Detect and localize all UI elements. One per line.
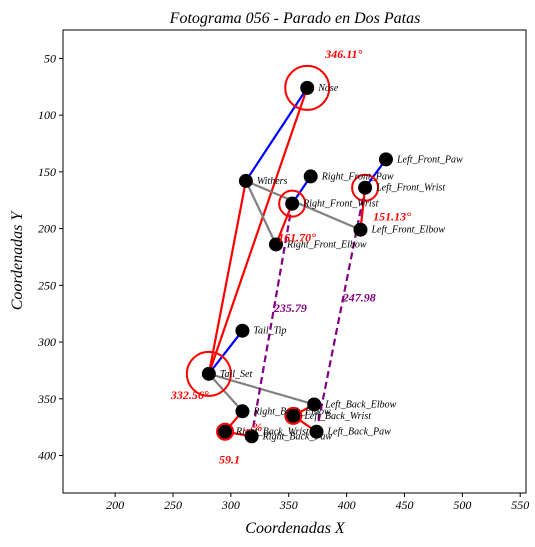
keypoint-marker (285, 196, 300, 211)
keypoint-label: Left_Back_Wrist (303, 411, 371, 422)
keypoint-marker (358, 180, 373, 195)
keypoint-marker (300, 80, 315, 95)
skeleton-segment (244, 179, 362, 231)
keypoint-label: Left_Back_Paw (326, 427, 391, 438)
keypoint-label: Right_Back_Wrist (235, 427, 309, 438)
y-tick-label: 150 (38, 165, 56, 179)
axis-ticks: 200 250 300 350 400 450 500 550 50 100 150 200 250 30… (37, 51, 529, 512)
angle-label: 161.70° (278, 231, 316, 245)
x-tick-label: 250 (164, 498, 182, 512)
angle-circles (185, 64, 380, 441)
angle-label: ...% (243, 420, 262, 434)
skeleton-segment (207, 86, 309, 375)
angle-label: 59.1 (219, 453, 240, 467)
angle-label: 332.56° (170, 388, 209, 402)
keypoint-label: Withers (257, 176, 288, 187)
x-tick-label: 350 (279, 498, 298, 512)
y-axis-label: Coordenadas Y (9, 210, 26, 311)
keypoint-marker (235, 323, 250, 338)
angle-circle (216, 422, 235, 441)
keypoint-marker (309, 424, 324, 439)
keypoint-label: Right_Back_Paw (262, 431, 333, 442)
distance-line (315, 187, 367, 432)
angle-circle (278, 189, 307, 218)
keypoint-labels: Nose Withers Right_Front_PawLeft_Front_Paw… (220, 83, 463, 442)
x-tick-label: 550 (511, 498, 529, 512)
skeleton-segment (207, 179, 247, 375)
keypoint-label: Tail_Set (220, 369, 253, 380)
keypoint-label: Left_Front_Paw (396, 154, 463, 165)
angle-label: 151.13° (373, 210, 411, 224)
keypoint-marker (303, 169, 318, 184)
skeleton-segment (244, 179, 278, 246)
keypoint-label: Left_Front_Wrist (375, 183, 445, 194)
keypoint-marker (286, 408, 301, 423)
skeleton-segment (207, 372, 316, 406)
keypoint-marker (235, 404, 250, 419)
angle-labels: 346.11° 161.70° 151.13° 332.56° 59.1...% (170, 47, 411, 467)
keypoint-markers (201, 80, 393, 444)
keypoint-marker (268, 237, 283, 252)
skeleton-segment (274, 202, 294, 246)
x-tick-label: 300 (221, 498, 240, 512)
skeleton-segment (207, 372, 244, 413)
y-tick-label: 400 (38, 449, 56, 463)
angle-circle (351, 173, 380, 202)
distance-label: 247.98 (342, 291, 376, 305)
angle-label: 346.11° (324, 47, 362, 61)
keypoint-marker (353, 222, 368, 237)
chart-title: Fotograma 056 - Parado en Dos Patas (169, 10, 421, 27)
x-axis-label: Coordenadas X (245, 520, 346, 537)
distance-lines: 235.79 247.98 (250, 187, 376, 437)
keypoint-marker (201, 366, 216, 381)
skeleton-segment (207, 329, 244, 375)
keypoint-marker (378, 152, 393, 167)
keypoint-marker (218, 424, 233, 439)
y-tick-label: 300 (37, 335, 56, 349)
distance-label: 235.79 (273, 301, 307, 315)
x-tick-label: 500 (453, 498, 471, 512)
keypoint-label: Left_Front_Elbow (370, 225, 445, 236)
keypoint-marker (307, 397, 322, 412)
keypoint-marker (244, 429, 259, 444)
y-tick-label: 250 (38, 278, 56, 292)
keypoint-label: Right_Back_Elbow (252, 406, 331, 417)
y-tick-label: 200 (38, 222, 56, 236)
keypoint-label: Right_Front_Paw (321, 171, 394, 182)
angle-circle (284, 406, 303, 425)
keypoint-label: Tail_Tip (253, 326, 286, 337)
y-tick-label: 350 (37, 392, 56, 406)
x-tick-label: 200 (106, 498, 124, 512)
keypoint-label: Right_Front_Wrist (302, 199, 378, 210)
keypoint-label: Nose (317, 83, 339, 94)
angle-circle (284, 64, 331, 111)
y-tick-label: 50 (44, 51, 56, 65)
y-tick-label: 100 (38, 108, 56, 122)
skeleton-segment (359, 186, 367, 231)
distance-line (250, 203, 294, 437)
keypoint-label: Right_Front_Elbow (286, 239, 367, 250)
x-tick-label: 400 (338, 498, 356, 512)
angle-circle (185, 350, 232, 397)
skeleton-segment (244, 86, 309, 183)
keypoint-label: Left_Back_Elbow (324, 399, 396, 410)
x-tick-label: 450 (395, 498, 413, 512)
keypoint-marker (238, 173, 253, 188)
